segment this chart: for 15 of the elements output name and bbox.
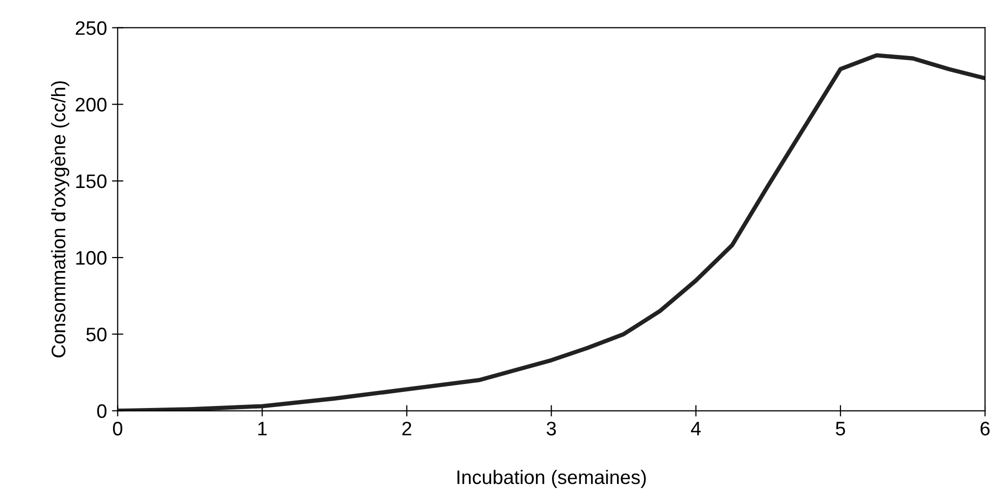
y-axis-title: Consommation d'oxygène (cc/h) — [50, 81, 70, 358]
y-tick-label: 250 — [76, 21, 106, 35]
x-tick-label: 4 — [690, 422, 701, 436]
x-tick-label: 0 — [113, 422, 122, 436]
x-axis-title: Incubation (semaines) — [457, 470, 646, 488]
x-tick-label: 6 — [980, 422, 990, 436]
x-tick-label: 5 — [836, 422, 846, 436]
y-tick-label: 100 — [76, 251, 106, 265]
y-tick-label: 0 — [97, 404, 106, 418]
x-tick-label: 2 — [402, 422, 412, 436]
y-tick-label: 200 — [76, 98, 106, 112]
x-tick-label: 3 — [546, 422, 556, 436]
y-tick-label: 150 — [76, 174, 106, 188]
y-tick-label: 50 — [86, 328, 106, 342]
x-tick-label: 1 — [258, 422, 267, 436]
